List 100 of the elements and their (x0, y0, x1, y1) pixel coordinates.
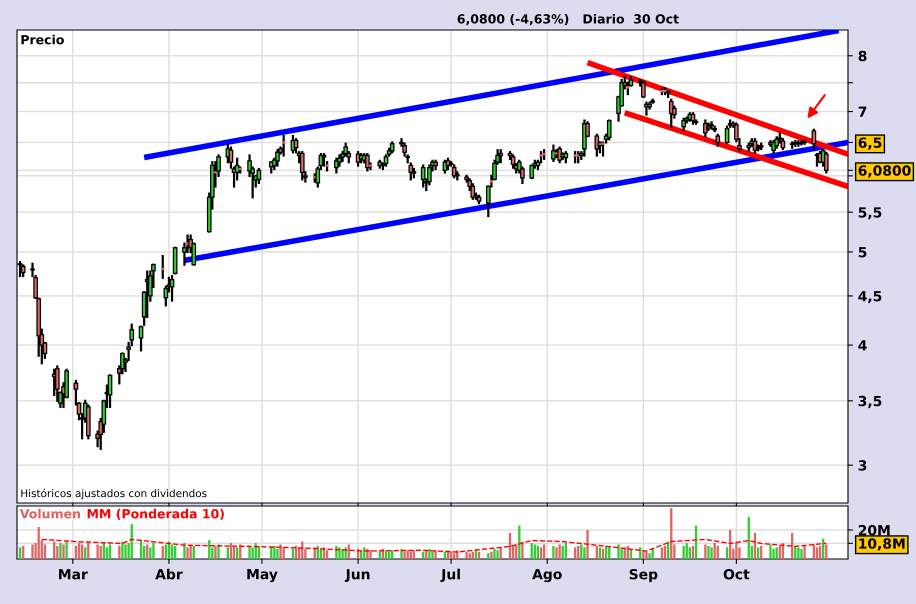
bar (825, 544, 828, 559)
bar (412, 550, 416, 559)
bar (84, 547, 86, 559)
bar (803, 546, 806, 559)
bar (174, 546, 176, 559)
bar (406, 550, 409, 559)
y-tick-label: 6,5 (858, 137, 882, 150)
bar (760, 546, 762, 559)
bar (208, 540, 210, 559)
x-tick-label: Sep (630, 568, 658, 582)
y-tick-label: 4,5 (858, 291, 882, 304)
y-axis-title: Precio (21, 34, 64, 44)
bar (624, 547, 626, 559)
bar (472, 552, 474, 559)
bar (562, 546, 564, 559)
bar (797, 547, 800, 559)
bar (453, 553, 456, 559)
candlestick (641, 80, 646, 98)
bar (666, 542, 670, 559)
candlestick (365, 153, 370, 172)
y-tick-label: 5,5 (858, 207, 882, 220)
bar (162, 546, 164, 559)
bar (422, 552, 424, 559)
bar (812, 544, 816, 559)
bar (282, 547, 285, 559)
bar (320, 548, 322, 559)
bar (450, 552, 452, 559)
y-tick-label: 20M (858, 524, 890, 536)
y-tick-label: 3 (858, 460, 866, 471)
candlestick (452, 164, 457, 178)
bar (388, 552, 390, 559)
bar (130, 524, 133, 559)
bar (192, 546, 195, 559)
bar (378, 552, 381, 559)
bar (818, 546, 822, 559)
bar (87, 542, 90, 559)
y-tick-label: 6,0800 (858, 165, 911, 178)
bar (391, 550, 394, 559)
bar (530, 543, 533, 559)
bar (236, 547, 238, 559)
bar (651, 548, 654, 559)
bar (564, 543, 567, 559)
candlestick (812, 128, 816, 150)
bar (465, 552, 468, 559)
bar (716, 546, 719, 559)
bar (791, 532, 794, 559)
bar (149, 547, 152, 559)
bar (425, 550, 428, 559)
bar (301, 542, 304, 559)
bar (748, 516, 750, 559)
x-tick-label: Abr (155, 568, 183, 580)
x-tick-label: Jul (440, 568, 460, 582)
candlestick (814, 153, 820, 167)
bar (96, 544, 99, 559)
bar (410, 552, 412, 559)
bar (580, 544, 582, 559)
bar (778, 546, 781, 559)
x-tick-label: Ago (532, 569, 562, 582)
bar (254, 543, 257, 559)
series-label: Volumen (20, 508, 80, 518)
y-tick-label: 7 (858, 106, 866, 117)
bar (688, 547, 692, 559)
bar (146, 544, 148, 559)
bar (273, 546, 276, 559)
bar (456, 550, 458, 559)
bar (604, 546, 608, 559)
bar (348, 544, 350, 559)
bar (434, 550, 437, 559)
bar (735, 542, 738, 559)
x-tick-label: Jun (344, 569, 370, 582)
bar (428, 548, 431, 559)
series-label: MM (Ponderada 10) (88, 508, 224, 520)
bar (822, 538, 824, 559)
bar (474, 550, 478, 559)
bar (226, 547, 230, 559)
bar (258, 546, 260, 559)
bar (608, 547, 610, 559)
y-tick-label: 3,5 (858, 396, 882, 408)
bar (496, 550, 499, 559)
bar (729, 530, 732, 559)
bar (782, 543, 784, 559)
candlestick (790, 141, 795, 149)
candlestick (170, 274, 174, 302)
bar (620, 548, 623, 559)
bar (686, 543, 688, 559)
candlestick (824, 152, 829, 174)
candlestick (275, 149, 280, 167)
candlestick (606, 119, 612, 140)
bar (704, 544, 707, 559)
x-tick-label: May (247, 569, 278, 582)
y-tick-label: 10,8M (859, 538, 905, 551)
candlestick (498, 149, 504, 164)
chart-title: 6,0800 (-4,63%) Diario 30 Oct (458, 14, 679, 26)
candlestick (390, 141, 395, 154)
bar (596, 546, 598, 559)
bar (776, 547, 778, 559)
bar (542, 544, 546, 559)
bar (316, 546, 319, 559)
bar (164, 544, 167, 559)
bar (468, 553, 471, 559)
